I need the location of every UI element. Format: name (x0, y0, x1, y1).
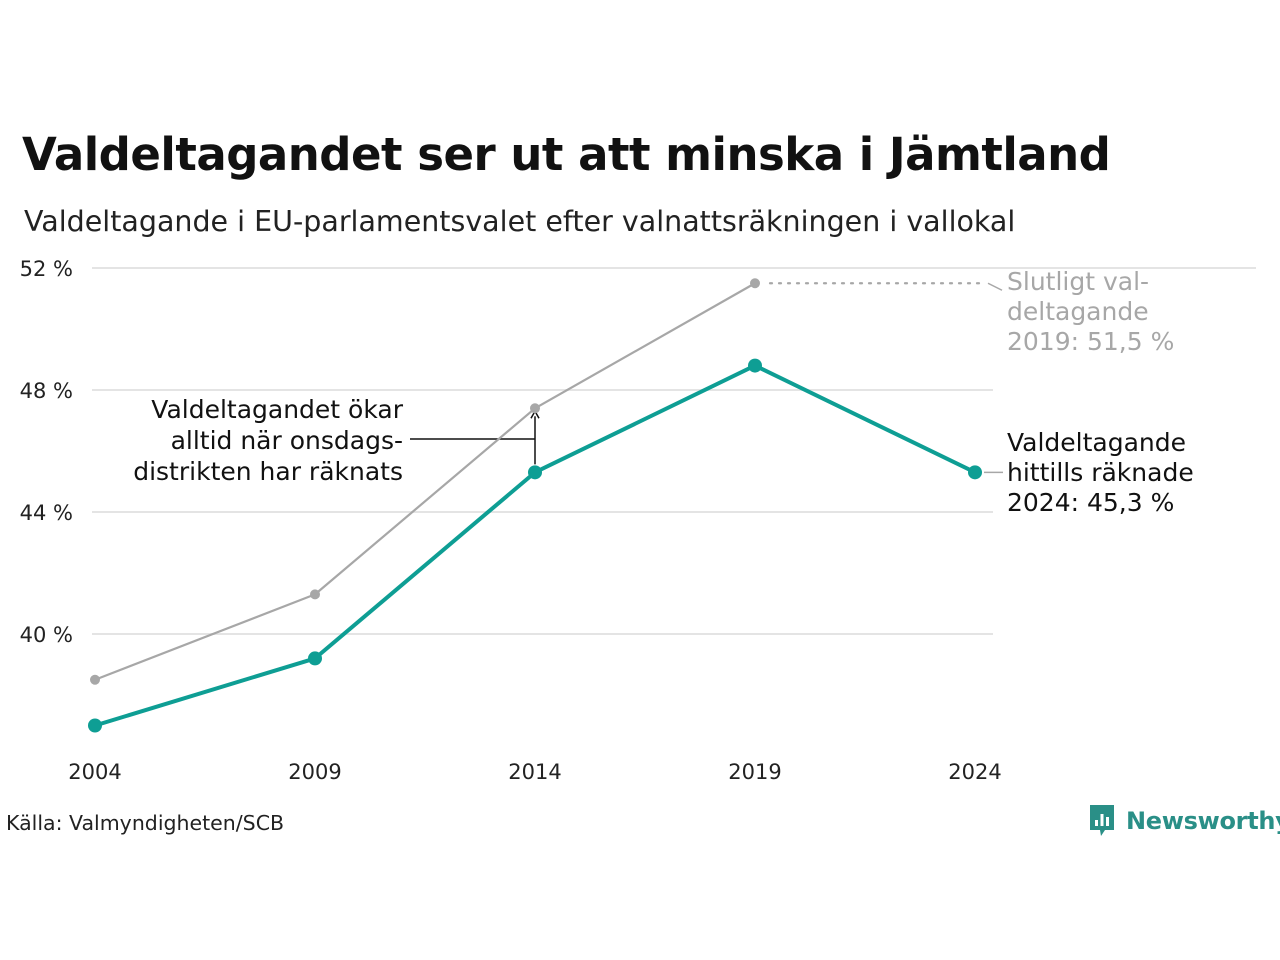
y-tick-label: 52 % (20, 257, 73, 281)
chart-subtitle: Valdeltagande i EU-parlamentsvalet efter… (24, 205, 1016, 238)
x-tick-label: 2004 (68, 760, 121, 784)
y-tick-label: 48 % (20, 379, 73, 403)
final-turnout-point (90, 674, 100, 685)
x-tick-label: 2014 (508, 760, 561, 784)
annotation-line: Valdeltagandet ökar (151, 395, 403, 424)
final-turnout-point (750, 278, 760, 289)
annotation-line: alltid när onsdags- (171, 426, 403, 455)
election-night-turnout-point (748, 358, 762, 373)
election-night-turnout-point (308, 651, 322, 666)
annotation-line: distrikten har räknats (133, 457, 403, 486)
annotation-line: 2024: 45,3 % (1007, 488, 1174, 517)
x-tick-label: 2009 (288, 760, 341, 784)
wednesday-annotation: Valdeltagandet ökar alltid när onsdags-di… (133, 395, 403, 486)
annotation-line: hittills räknade (1007, 458, 1194, 487)
brand-logo: Newsworthy (1088, 803, 1280, 839)
night-2024-annotation: Valdeltagande hittills räknade 2024: 45,3 … (1007, 428, 1194, 517)
annotation-line: Slutligt val- (1007, 267, 1149, 296)
y-tick-label: 40 % (20, 623, 73, 647)
annotation-line: Valdeltagande (1007, 428, 1186, 457)
y-tick-label: 44 % (20, 501, 73, 525)
chart-bubble-icon (1090, 805, 1114, 836)
election-night-turnout-point (88, 718, 102, 733)
final-turnout-point (310, 589, 320, 600)
final-2019-leader-end (987, 282, 1003, 291)
source-note: Källa: Valmyndigheten/SCB (6, 811, 285, 835)
election-night-turnout-point (528, 465, 542, 480)
chart-title: Valdeltagandet ser ut att minska i Jämtl… (22, 128, 1111, 181)
annotation-line: deltagande (1007, 297, 1149, 326)
brand-name: Newsworthy (1126, 807, 1280, 835)
final-turnout-line (93, 282, 757, 681)
line-chart: 40 % 44 % 48 % 52 % 2004 2009 2014 2019 2024 Sl… (20, 257, 1256, 784)
final-2019-annotation: Slutligt val-deltagande 2019: 51,5 % (1007, 267, 1174, 356)
annotation-line: 2019: 51,5 % (1007, 327, 1174, 356)
election-night-turnout-point (968, 465, 982, 480)
x-tick-label: 2019 (728, 760, 781, 784)
x-tick-label: 2024 (948, 760, 1001, 784)
final-turnout-point (530, 403, 540, 414)
